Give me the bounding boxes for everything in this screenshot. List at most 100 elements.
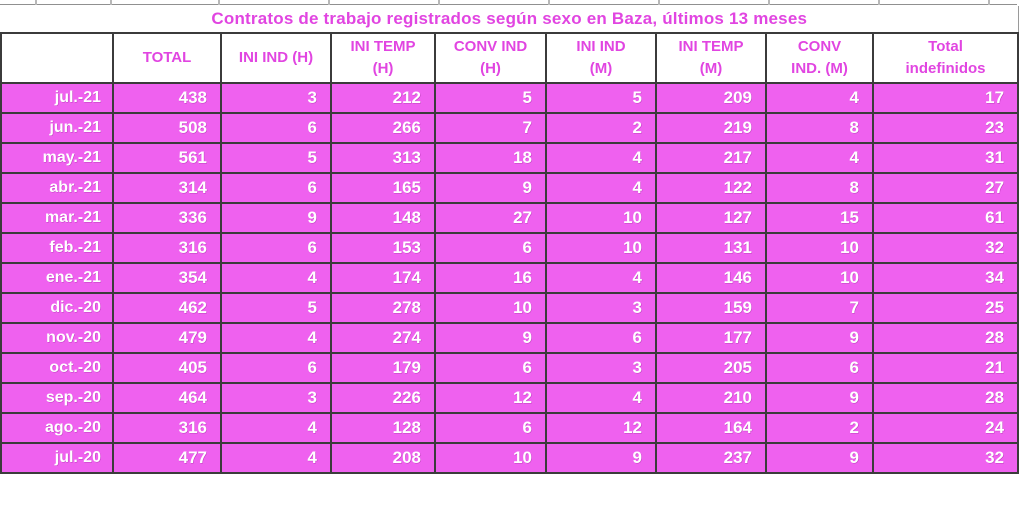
column-header: CONV IND. (M) [765, 32, 874, 84]
table-body: jul.-21 438 3 212 5 5 209 4 17 jun.-21 508 6 266 7 2 21… [0, 82, 1020, 474]
value-cell: 27 [871, 172, 1020, 204]
value-cell: 9 [220, 202, 332, 234]
column-header: CONV IND (H) [434, 32, 547, 84]
table-row: dic.-20 462 5 278 10 3 159 7 25 [0, 292, 1020, 324]
value-cell: 146 [655, 262, 767, 294]
value-cell: 4 [220, 412, 332, 444]
grid-tick [548, 0, 550, 5]
month-cell: sep.-20 [0, 382, 114, 414]
value-cell: 31 [871, 142, 1020, 174]
value-cell: 179 [330, 352, 436, 384]
value-cell: 477 [112, 442, 222, 474]
value-cell: 7 [434, 112, 547, 144]
value-cell: 3 [545, 352, 657, 384]
value-cell: 205 [655, 352, 767, 384]
table-row: mar.-21 336 9 148 27 10 127 15 61 [0, 202, 1020, 234]
value-cell: 34 [871, 262, 1020, 294]
value-cell: 32 [871, 232, 1020, 264]
column-header: INI IND (H) [220, 32, 332, 84]
value-cell: 336 [112, 202, 222, 234]
value-cell: 10 [434, 442, 547, 474]
value-cell: 18 [434, 142, 547, 174]
value-cell: 209 [655, 82, 767, 114]
value-cell: 3 [220, 382, 332, 414]
value-cell: 9 [545, 442, 657, 474]
value-cell: 316 [112, 412, 222, 444]
month-cell: mar.-21 [0, 202, 114, 234]
header-row: TOTAL INI IND (H) INI TEMP (H) CONV IND (H) IN… [0, 32, 1020, 84]
value-cell: 122 [655, 172, 767, 204]
value-cell: 4 [545, 172, 657, 204]
value-cell: 6 [434, 232, 547, 264]
month-cell: oct.-20 [0, 352, 114, 384]
value-cell: 10 [765, 262, 874, 294]
month-cell: ene.-21 [0, 262, 114, 294]
month-cell: ago.-20 [0, 412, 114, 444]
grid-tick [768, 0, 770, 5]
grid-tick [218, 0, 220, 5]
value-cell: 15 [765, 202, 874, 234]
value-cell: 508 [112, 112, 222, 144]
value-cell: 210 [655, 382, 767, 414]
value-cell: 561 [112, 142, 222, 174]
value-cell: 3 [545, 292, 657, 324]
month-cell: may.-21 [0, 142, 114, 174]
table-title: Contratos de trabajo registrados según s… [1, 6, 1019, 34]
value-cell: 217 [655, 142, 767, 174]
value-cell: 6 [220, 172, 332, 204]
month-cell: feb.-21 [0, 232, 114, 264]
grid-tick [110, 0, 112, 5]
value-cell: 3 [220, 82, 332, 114]
value-cell: 278 [330, 292, 436, 324]
table-row: abr.-21 314 6 165 9 4 122 8 27 [0, 172, 1020, 204]
value-cell: 9 [765, 322, 874, 354]
value-cell: 4 [220, 442, 332, 474]
month-cell: jul.-20 [0, 442, 114, 474]
corner-header-cell [0, 32, 114, 84]
value-cell: 7 [765, 292, 874, 324]
value-cell: 5 [220, 292, 332, 324]
value-cell: 354 [112, 262, 222, 294]
value-cell: 61 [871, 202, 1020, 234]
value-cell: 6 [220, 232, 332, 264]
value-cell: 4 [545, 262, 657, 294]
value-cell: 131 [655, 232, 767, 264]
value-cell: 274 [330, 322, 436, 354]
value-cell: 266 [330, 112, 436, 144]
value-cell: 8 [765, 172, 874, 204]
value-cell: 226 [330, 382, 436, 414]
value-cell: 219 [655, 112, 767, 144]
table-row: jul.-21 438 3 212 5 5 209 4 17 [0, 82, 1020, 114]
value-cell: 237 [655, 442, 767, 474]
value-cell: 6 [220, 352, 332, 384]
month-cell: nov.-20 [0, 322, 114, 354]
value-cell: 5 [434, 82, 547, 114]
grid-tick [988, 0, 990, 5]
table-row: sep.-20 464 3 226 12 4 210 9 28 [0, 382, 1020, 414]
value-cell: 4 [765, 82, 874, 114]
value-cell: 314 [112, 172, 222, 204]
value-cell: 212 [330, 82, 436, 114]
value-cell: 6 [434, 352, 547, 384]
value-cell: 6 [220, 112, 332, 144]
grid-tick [438, 0, 440, 5]
table-row: jul.-20 477 4 208 10 9 237 9 32 [0, 442, 1020, 474]
value-cell: 25 [871, 292, 1020, 324]
value-cell: 165 [330, 172, 436, 204]
value-cell: 6 [434, 412, 547, 444]
value-cell: 4 [545, 382, 657, 414]
value-cell: 128 [330, 412, 436, 444]
table-row: nov.-20 479 4 274 9 6 177 9 28 [0, 322, 1020, 354]
value-cell: 32 [871, 442, 1020, 474]
table-row: ago.-20 316 4 128 6 12 164 2 24 [0, 412, 1020, 444]
grid-tick [878, 0, 880, 5]
column-header: INI TEMP (M) [655, 32, 767, 84]
month-cell: jun.-21 [0, 112, 114, 144]
value-cell: 405 [112, 352, 222, 384]
column-header: INI IND (M) [545, 32, 657, 84]
value-cell: 27 [434, 202, 547, 234]
column-header: Total indefinidos [871, 32, 1020, 84]
column-header: TOTAL [112, 32, 222, 84]
value-cell: 4 [220, 262, 332, 294]
